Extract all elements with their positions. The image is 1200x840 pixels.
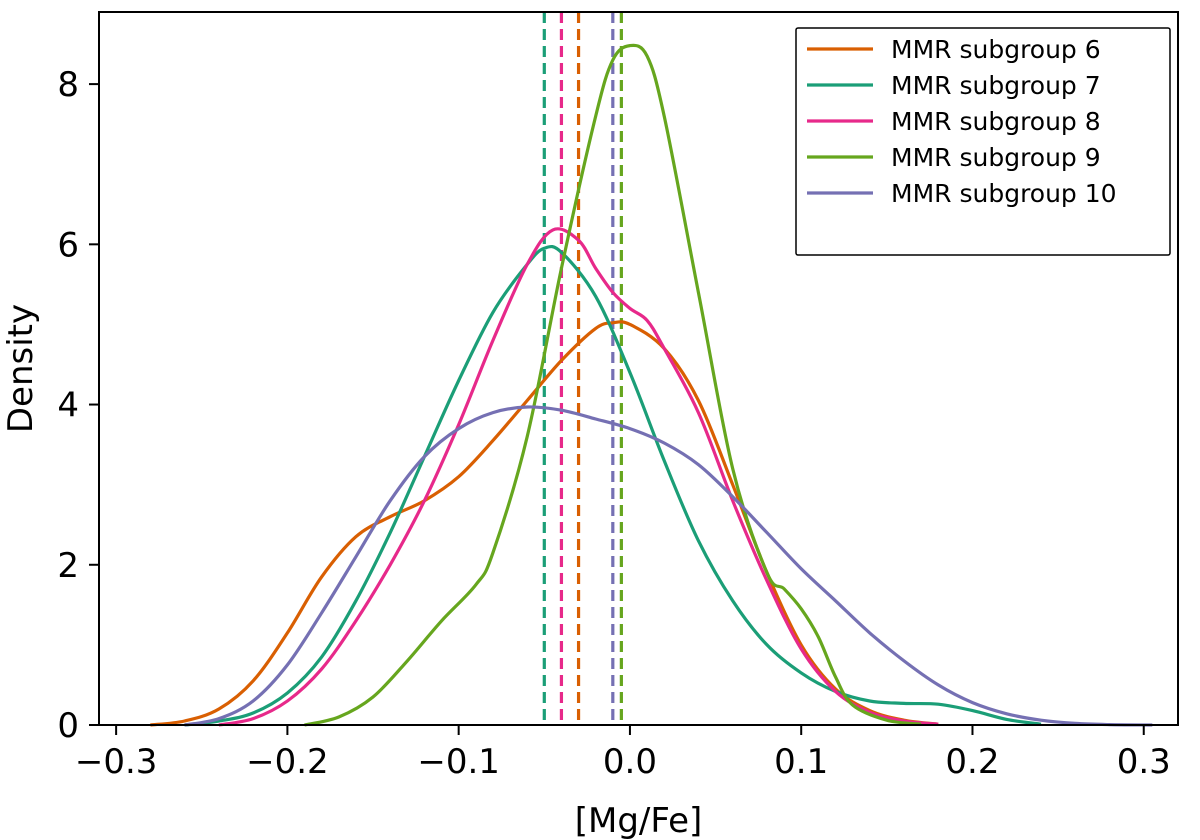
- legend-label-subgroup-7: MMR subgroup 7: [891, 71, 1101, 100]
- legend-label-subgroup-6: MMR subgroup 6: [891, 35, 1101, 64]
- y-axis-label: Density: [1, 304, 41, 433]
- density-curve-subgroup-8: [218, 227, 939, 727]
- x-axis-label: [Mg/Fe]: [575, 801, 703, 840]
- density-curve-subgroup-7: [184, 244, 1042, 727]
- legend: MMR subgroup 6 MMR subgroup 7 MMR subgroup…: [795, 27, 1171, 256]
- legend-label-subgroup-9: MMR subgroup 9: [891, 143, 1101, 172]
- legend-box: [795, 27, 1171, 256]
- density-curve-subgroup-10: [184, 405, 1153, 727]
- density-curve-subgroup-6: [150, 320, 939, 727]
- y-tick-label: 2: [57, 546, 79, 586]
- y-tick-label: 4: [57, 386, 79, 426]
- legend-label-subgroup-8: MMR subgroup 8: [891, 107, 1101, 136]
- x-axis-ticks: −0.3 −0.2 −0.1 0.0 0.1 0.2 0.3: [75, 725, 1171, 782]
- x-tick-label: 0.2: [945, 742, 999, 782]
- x-tick-label: 0.3: [1117, 742, 1171, 782]
- x-tick-label: 0.1: [774, 742, 828, 782]
- legend-label-subgroup-10: MMR subgroup 10: [891, 179, 1117, 208]
- x-tick-label: 0.0: [603, 742, 657, 782]
- y-axis-ticks: 0 2 4 6 8: [57, 65, 99, 746]
- density-curve-subgroup-9: [304, 43, 922, 727]
- x-tick-label: −0.3: [75, 742, 158, 782]
- y-tick-label: 0: [57, 706, 79, 746]
- x-tick-label: −0.1: [417, 742, 500, 782]
- plot-frame: [98, 11, 1179, 726]
- density-curves: [150, 43, 1153, 727]
- x-tick-label: −0.2: [246, 742, 329, 782]
- y-tick-label: 6: [57, 225, 79, 265]
- y-tick-label: 8: [57, 65, 79, 105]
